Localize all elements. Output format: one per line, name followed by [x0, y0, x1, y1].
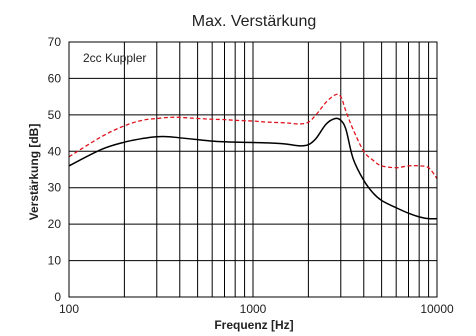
series-group: [68, 93, 438, 220]
y-tick-label: 50: [48, 108, 62, 122]
x-tick-label: 100: [59, 302, 79, 316]
y-tick-label: 70: [48, 35, 62, 49]
y-tick-label: 60: [48, 71, 62, 85]
grid: [68, 41, 438, 298]
series-line-solid: [68, 117, 438, 220]
chart-title: Max. Verstärkung: [192, 13, 317, 30]
series-line-dashed: [68, 93, 438, 180]
y-tick-label: 40: [48, 144, 62, 158]
tick-labels: 0 10 20 30 40 50 60 70 100 1000 10000: [48, 35, 454, 316]
x-tick-label: 1000: [240, 302, 267, 316]
x-tick-label: 10000: [420, 302, 454, 316]
x-axis-label: Frequenz [Hz]: [214, 318, 293, 332]
plot-frame: [68, 41, 438, 298]
y-tick-label: 0: [54, 290, 61, 304]
y-tick-label: 20: [48, 217, 62, 231]
annotation-label: 2cc Kuppler: [83, 51, 146, 65]
y-tick-label: 30: [48, 181, 62, 195]
y-tick-label: 10: [48, 254, 62, 268]
y-axis-label: Verstärkung [dB]: [27, 124, 41, 221]
